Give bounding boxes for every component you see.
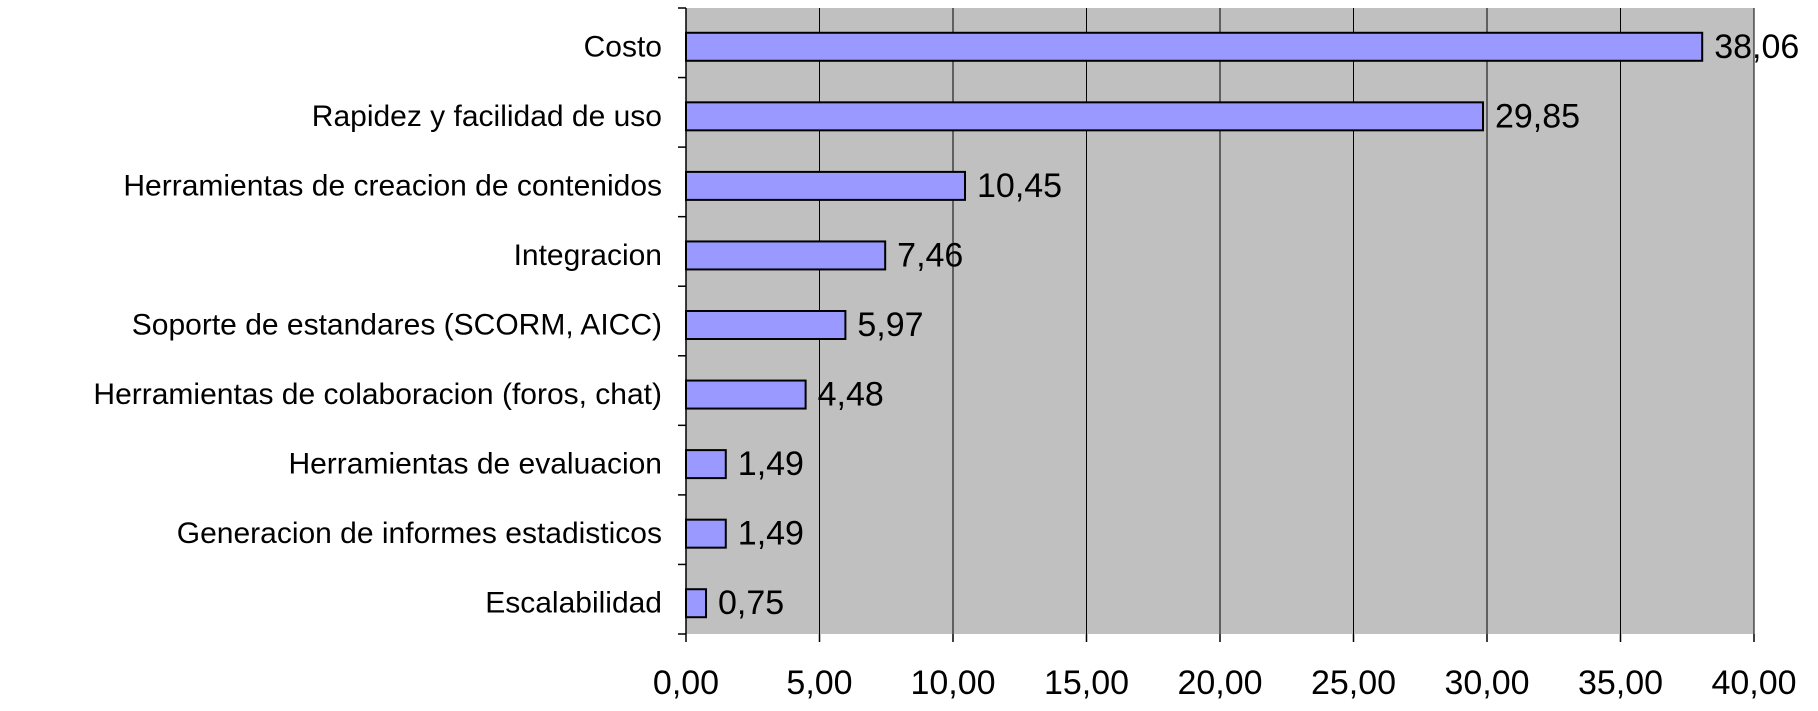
value-label: 4,48 xyxy=(818,376,884,414)
x-tick-label: 5,00 xyxy=(786,664,852,702)
bar xyxy=(685,101,1484,132)
value-label: 1,49 xyxy=(738,445,804,483)
category-label: Escalabilidad xyxy=(485,587,662,620)
x-tick-label: 10,00 xyxy=(910,664,995,702)
bar xyxy=(685,379,807,410)
bar xyxy=(685,449,727,480)
x-tick-label: 35,00 xyxy=(1578,664,1663,702)
value-labels: 38,06 29,85 10,45 7,46 5,97 4,48 1,49 1,49 0,75 xyxy=(718,28,1799,622)
category-label: Herramientas de colaboracion (foros, cha… xyxy=(93,378,662,411)
x-tick-label: 20,00 xyxy=(1177,664,1262,702)
value-label: 38,06 xyxy=(1714,28,1799,66)
value-label: 5,97 xyxy=(857,306,923,344)
x-tick-label: 25,00 xyxy=(1311,664,1396,702)
x-tick-label: 0,00 xyxy=(653,664,719,702)
x-tick-label: 30,00 xyxy=(1444,664,1529,702)
x-tick-label: 40,00 xyxy=(1711,664,1796,702)
bar xyxy=(685,170,967,201)
value-label: 7,46 xyxy=(897,236,963,274)
bar xyxy=(685,31,1704,62)
x-tick-label: 15,00 xyxy=(1044,664,1129,702)
category-label: Integracion xyxy=(514,239,662,272)
bar xyxy=(685,310,847,340)
axes xyxy=(678,7,1755,642)
bar xyxy=(685,240,887,271)
bar xyxy=(685,588,708,619)
category-label: Soporte de estandares (SCORM, AICC) xyxy=(132,309,662,342)
category-label: Herramientas de creacion de contenidos xyxy=(123,169,662,202)
category-label: Rapidez y facilidad de uso xyxy=(312,100,662,133)
value-label: 29,85 xyxy=(1495,97,1580,135)
value-label: 10,45 xyxy=(977,167,1062,205)
x-tick-labels: 0,00 5,00 10,00 15,00 20,00 25,00 30,00 35,00 40… xyxy=(653,664,1797,702)
category-label: Generacion de informes estadisticos xyxy=(177,517,662,550)
value-label: 0,75 xyxy=(718,584,784,622)
category-labels: Costo Rapidez y facilidad de uso Herramien… xyxy=(93,30,662,619)
category-label: Herramientas de evaluacion xyxy=(288,448,662,481)
category-label: Costo xyxy=(584,30,662,63)
bar xyxy=(685,518,727,549)
value-label: 1,49 xyxy=(738,515,804,553)
